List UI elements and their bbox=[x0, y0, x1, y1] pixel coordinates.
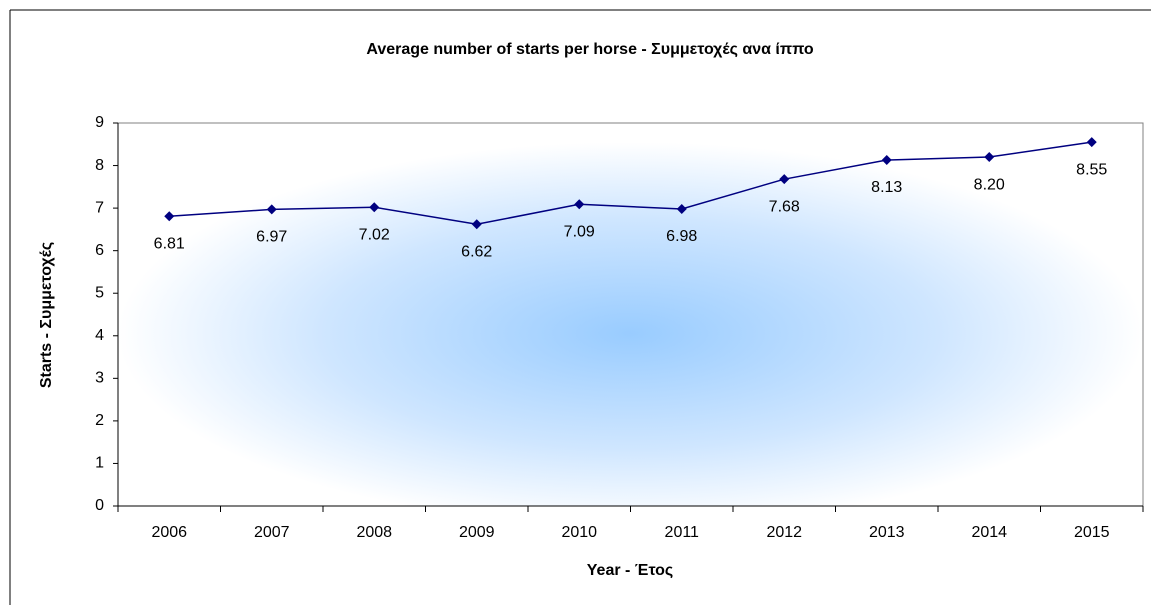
data-label: 6.62 bbox=[461, 244, 492, 261]
data-point bbox=[574, 199, 585, 210]
data-label: 6.81 bbox=[154, 235, 185, 252]
x-tick-label: 2014 bbox=[971, 524, 1007, 541]
y-tick-label: 3 bbox=[95, 370, 104, 387]
x-tick-label: 2013 bbox=[869, 524, 905, 541]
data-point bbox=[164, 211, 175, 222]
y-tick-label: 7 bbox=[95, 199, 104, 216]
x-tick-label: 2011 bbox=[665, 524, 700, 541]
data-label: 7.09 bbox=[564, 223, 595, 240]
data-point bbox=[1086, 137, 1097, 148]
y-tick-label: 1 bbox=[95, 455, 104, 472]
x-tick-label: 2008 bbox=[356, 524, 392, 541]
data-label: 8.13 bbox=[871, 179, 902, 196]
data-point bbox=[676, 203, 687, 214]
data-label: 6.98 bbox=[666, 228, 697, 245]
series-line bbox=[169, 141, 1092, 226]
y-tick-label: 6 bbox=[95, 242, 104, 259]
data-point bbox=[984, 152, 995, 163]
data-label: 7.02 bbox=[359, 226, 390, 243]
x-tick-label: 2015 bbox=[1074, 524, 1110, 541]
y-tick-label: 8 bbox=[95, 157, 104, 174]
data-label: 8.55 bbox=[1076, 161, 1107, 178]
x-axis-label: Year - Έτος bbox=[587, 562, 673, 579]
data-point bbox=[369, 202, 380, 213]
x-tick-label: 2007 bbox=[254, 524, 290, 541]
y-axis-label: Starts - Συμμετοχές bbox=[38, 242, 55, 388]
data-label: 6.97 bbox=[256, 229, 287, 246]
chart-title: Average number of starts per horse - Συμ… bbox=[366, 41, 814, 58]
y-tick-label: 2 bbox=[95, 412, 104, 429]
data-label: 7.68 bbox=[769, 198, 800, 215]
y-tick-label: 5 bbox=[95, 284, 104, 301]
data-point bbox=[779, 174, 790, 185]
y-tick-label: 4 bbox=[95, 327, 104, 344]
x-tick-label: 2010 bbox=[561, 524, 597, 541]
data-point bbox=[881, 155, 892, 166]
x-tick-label: 2006 bbox=[151, 524, 187, 541]
y-tick-label: 9 bbox=[95, 114, 104, 131]
x-tick-label: 2009 bbox=[459, 524, 495, 541]
x-tick-label: 2012 bbox=[766, 524, 802, 541]
data-label: 8.20 bbox=[974, 176, 1005, 193]
data-point bbox=[266, 204, 277, 215]
y-tick-label: 0 bbox=[95, 497, 104, 514]
data-point bbox=[471, 219, 482, 230]
